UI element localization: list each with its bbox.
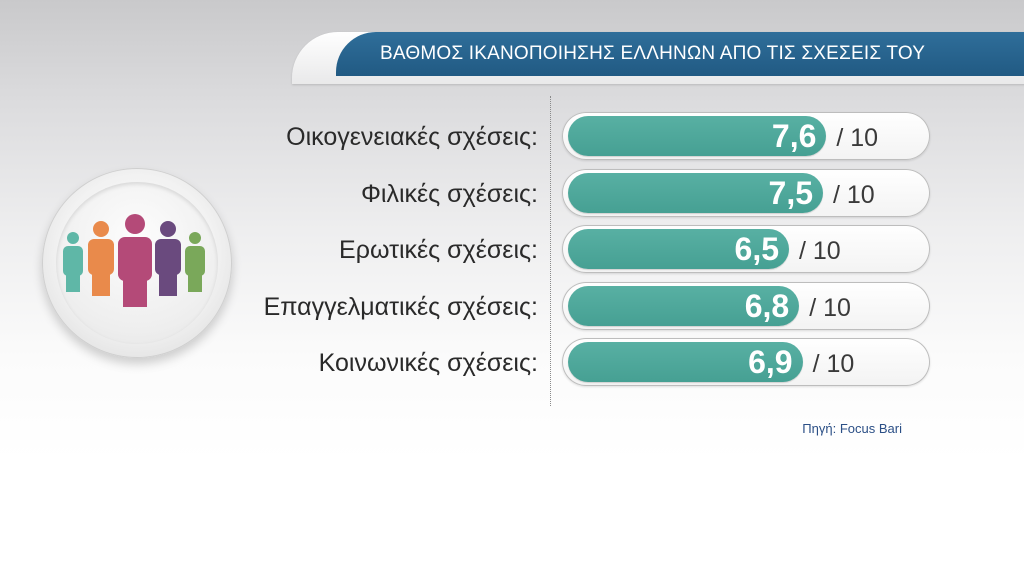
person-teal-icon <box>63 232 83 292</box>
scale-max-label: / 10 <box>799 237 841 265</box>
bar-value-label: 7,5 <box>768 174 813 211</box>
category-label: Οικογενειακές σχέσεις: <box>286 123 538 151</box>
people-group-icon <box>63 214 205 307</box>
category-label: Φιλικές σχέσεις: <box>360 179 538 208</box>
person-green-icon <box>185 232 205 292</box>
bar-fill <box>568 342 803 382</box>
bar-fill <box>568 229 789 269</box>
bar-fill <box>568 172 823 213</box>
chart-title: ΒΑΘΜΟΣ ΙΚΑΝΟΠΟΙΗΣΗΣ ΕΛΛΗΝΩΝ ΑΠΟ ΤΙΣ ΣΧΕΣ… <box>380 43 926 64</box>
bar-value-label: 6,8 <box>744 287 790 324</box>
person-magenta-icon <box>118 214 152 307</box>
bar-value-label: 6,5 <box>734 231 779 267</box>
bar-fill <box>568 285 800 326</box>
category-label: Επαγγελματικές σχέσεις: <box>263 292 538 321</box>
chart-divider <box>550 96 551 406</box>
person-purple-icon <box>155 221 181 296</box>
category-label: Ερωτικές σχέσεις: <box>339 236 538 264</box>
bar-value-label: 7,6 <box>771 118 817 154</box>
scale-max-label: / 10 <box>812 350 855 378</box>
title-banner: ΒΑΘΜΟΣ ΙΚΑΝΟΠΟΙΗΣΗΣ ΕΛΛΗΝΩΝ ΑΠΟ ΤΙΣ ΣΧΕΣ… <box>336 32 1024 76</box>
scale-max-label: / 10 <box>836 124 879 152</box>
scale-max-label: / 10 <box>833 180 875 209</box>
bar-value-label: 6,9 <box>748 344 793 380</box>
scale-max-label: / 10 <box>809 293 851 322</box>
bar-fill <box>568 116 827 156</box>
person-orange-icon <box>88 221 114 296</box>
source-note: Πηγή: Focus Bari <box>802 421 902 436</box>
category-label: Κοινωνικές σχέσεις: <box>318 349 538 377</box>
